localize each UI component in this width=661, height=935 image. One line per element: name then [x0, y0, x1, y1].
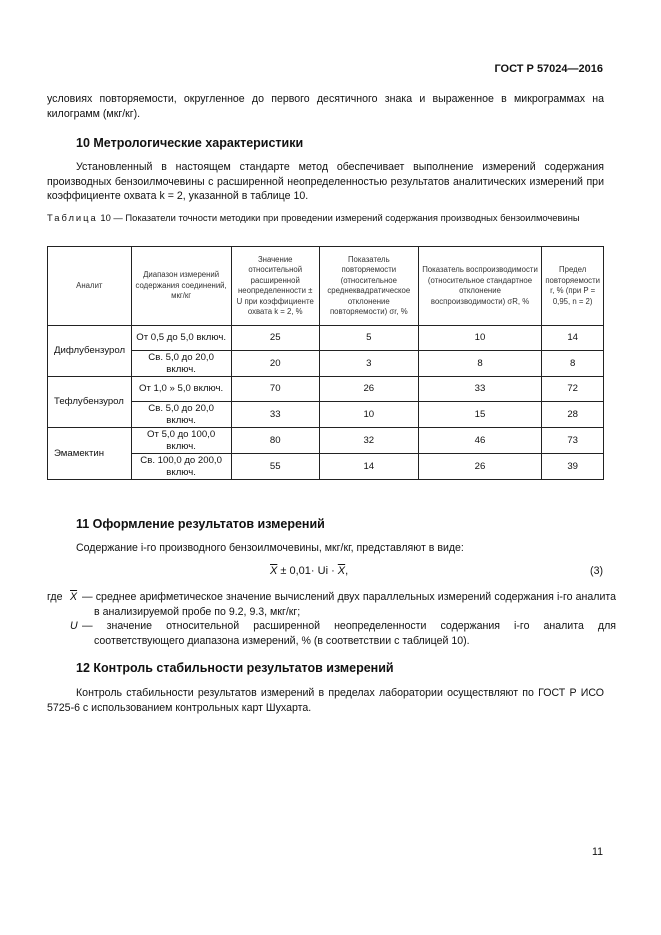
accuracy-table: Аналит Диапазон измерений содержания соед…	[47, 246, 604, 480]
value-cell: 55	[230, 453, 320, 480]
column-header: Значение относительной расширенной неопр…	[230, 246, 320, 326]
formula-number: (3)	[590, 565, 603, 577]
value-cell: 73	[541, 427, 604, 454]
table-row: Эмамектин От 5,0 до 100,0 включ. 80 32 46 73	[47, 427, 604, 480]
range-cell: Св. 5,0 до 20,0 включ.	[130, 401, 232, 428]
table-row: Тефлубензурол От 1,0 » 5,0 включ. 70 26 33 72	[47, 376, 604, 428]
value-cell: 28	[541, 401, 604, 428]
value-cell: 80	[230, 427, 320, 454]
value-cell: 5	[318, 325, 419, 351]
value-cell: 8	[541, 350, 604, 377]
section-11-title: 11 Оформление результатов измерений	[76, 517, 325, 531]
value-cell: 32	[318, 427, 419, 454]
value-cell: 14	[541, 325, 604, 351]
value-cell: 26	[417, 453, 543, 480]
def-symbol-u: U	[70, 620, 78, 632]
value-cell: 15	[417, 401, 543, 428]
value-cell: 72	[541, 376, 604, 402]
section-11-text: Содержание i-го производного бензоилмоче…	[76, 542, 464, 554]
value-cell: 10	[417, 325, 543, 351]
column-header: Показатель воспроизводимости (относитель…	[417, 246, 543, 326]
range-cell: От 0,5 до 5,0 включ.	[130, 325, 232, 351]
range-cell: От 5,0 до 100,0 включ.	[130, 427, 232, 454]
table-row: Дифлубензурол От 0,5 до 5,0 включ. 25 5 10 14	[47, 325, 604, 377]
table-row: Св. 5,0 до 20,0 включ. 33 10 15 28	[48, 401, 604, 428]
value-cell: 33	[417, 376, 543, 402]
value-cell: 25	[230, 325, 320, 351]
def-u: — значение относительной расширенной нео…	[82, 620, 616, 647]
value-cell: 46	[417, 427, 543, 454]
column-header: Показатель повторяемости (относительное …	[318, 246, 419, 326]
column-header: Аналит	[47, 246, 132, 326]
value-cell: 39	[541, 453, 604, 480]
where-label: где	[47, 591, 63, 603]
value-cell: 14	[318, 453, 419, 480]
value-cell: 33	[230, 401, 320, 428]
value-cell: 3	[318, 350, 419, 377]
range-cell: Св. 5,0 до 20,0 включ.	[130, 350, 232, 377]
section-10-text: Установленный в настоящем стандарте мето…	[47, 161, 604, 202]
section-12-title: 12 Контроль стабильности результатов изм…	[76, 661, 394, 675]
page-number: 11	[592, 846, 603, 858]
section-10-title: 10 Метрологические характеристики	[76, 136, 304, 150]
column-header: Предел повторяемости r, % (при P = 0,95,…	[541, 246, 604, 326]
value-cell: 26	[318, 376, 419, 402]
analyte-cell: Тефлубензурол	[47, 376, 132, 428]
value-cell: 20	[230, 350, 320, 377]
analyte-cell: Эмамектин	[47, 427, 132, 480]
table-row: Св. 100,0 до 200,0 включ. 55 14 26 39	[48, 453, 604, 480]
def-x: — среднее арифметическое значение вычисл…	[82, 591, 616, 618]
section-12-text: Контроль стабильности результатов измере…	[47, 687, 604, 714]
range-cell: От 1,0 » 5,0 включ.	[130, 376, 232, 402]
value-cell: 10	[318, 401, 419, 428]
column-header: Диапазон измерений содержания соединений…	[130, 246, 232, 326]
formula: X ± 0,01· Ui · X,	[270, 565, 349, 577]
table-caption: Таблица 10 — Показатели точности методик…	[47, 212, 580, 223]
document-id: ГОСТ Р 57024—2016	[494, 63, 603, 75]
analyte-cell: Дифлубензурол	[47, 325, 132, 377]
range-cell: Св. 100,0 до 200,0 включ.	[130, 453, 232, 480]
value-cell: 8	[417, 350, 543, 377]
intro-paragraph: условиях повторяемости, округленное до п…	[47, 93, 604, 120]
def-symbol-x: X	[70, 591, 78, 603]
value-cell: 70	[230, 376, 320, 402]
table-row: Св. 5,0 до 20,0 включ. 20 3 8 8	[48, 350, 604, 377]
